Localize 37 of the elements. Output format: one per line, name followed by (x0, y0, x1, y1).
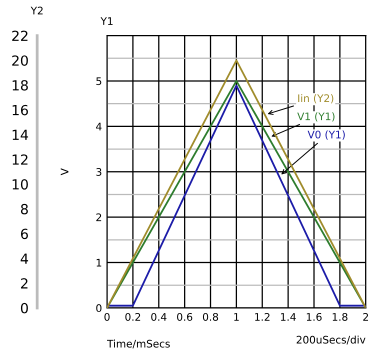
y2-tick-label: 4 (20, 254, 28, 264)
y2-tick-label: 22 (12, 30, 28, 41)
y2-tick-label: 20 (12, 55, 28, 66)
y2-tick-label: 18 (12, 80, 28, 91)
x-tick-label: 0.2 (125, 312, 140, 321)
y2-tick-label: 0 (20, 302, 28, 314)
text: 200uSecs/div (296, 336, 366, 344)
text: V0 (Y1) (308, 130, 345, 140)
y-axis-title: V (60, 168, 68, 176)
y-tick-label: 3 (96, 168, 102, 176)
x-tick-label: 0.4 (151, 312, 166, 321)
x-tick-label: 1.6 (306, 312, 322, 321)
y2-tick-label: 12 (12, 154, 28, 165)
x-tick-label: 1.2 (255, 312, 270, 321)
y2-tick-label: 6 (20, 228, 28, 240)
x-tick-label: 2 (363, 312, 368, 321)
y2-tick-label: 16 (12, 104, 28, 116)
x-tick-label: 1.8 (332, 312, 348, 321)
y2-axis-title: Y2 (30, 6, 43, 14)
text: Iin (Y2) (298, 94, 334, 104)
y2-tick-label: 10 (12, 179, 28, 190)
y2-tick-label: 2 (21, 278, 28, 288)
x-tick-label: 0 (104, 312, 110, 321)
x-tick-label: 0.6 (177, 312, 192, 321)
text: Y1 (100, 17, 113, 25)
y-tick-label: 0 (96, 304, 102, 312)
x-tick-label: 0.8 (202, 312, 218, 321)
y-tick-label: 4 (96, 122, 102, 130)
y-tick-label: 5 (96, 77, 102, 86)
y-tick-label: 2 (96, 213, 102, 222)
text: V1 (Y1) (297, 112, 334, 122)
y-tick-label: 1 (96, 258, 102, 267)
x-axis-title: Time/mSecs (107, 340, 170, 348)
x-tick-label: 1 (234, 313, 239, 321)
x-tick-label: 1.4 (280, 313, 296, 321)
y2-tick-label: 14 (12, 130, 28, 140)
y2-tick-label: 8 (20, 204, 28, 214)
